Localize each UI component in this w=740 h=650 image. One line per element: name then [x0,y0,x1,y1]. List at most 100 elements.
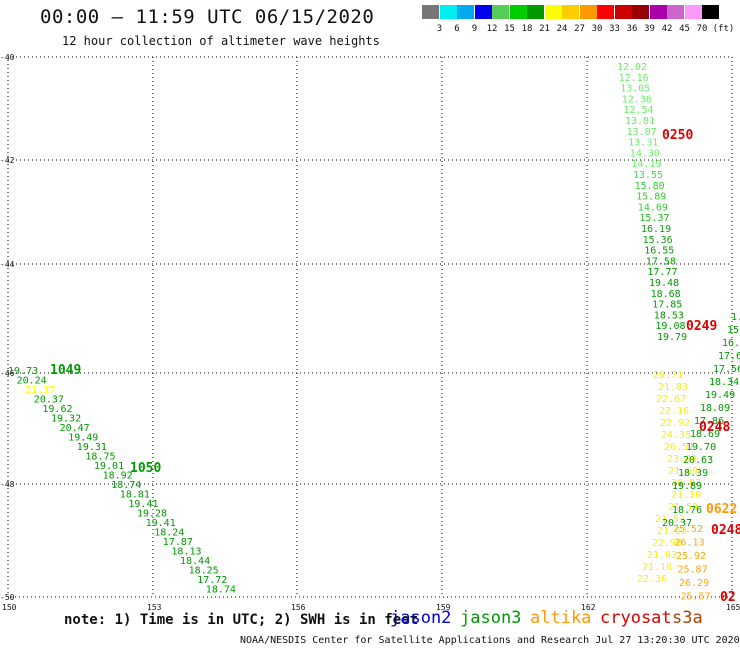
wave-value: 12.02 [617,62,647,73]
wave-value: 14.69 [638,202,668,213]
legend-swatch [632,5,649,19]
wave-value: 25.57 [681,592,711,603]
lon-label: 159 [436,603,451,612]
wave-value: 18.92 [103,471,133,482]
legend-label: 70 [696,24,708,34]
wave-value: 1. [731,312,740,323]
lat-label: -48 [0,480,15,489]
wave-value: 22.92 [660,418,690,429]
wave-value: 20.71 [653,370,683,381]
legend-swatch [614,5,632,19]
wave-value: 18.81 [120,490,150,501]
legend-s3a: s3a [672,608,703,628]
wave-value: 20.24 [17,376,47,387]
wave-value: 19.32 [51,414,81,425]
wave-value: 15.80 [635,181,665,192]
wave-value: 26.13 [675,538,705,549]
orbit-label: 0622 [706,502,737,517]
legend-label: 9 [471,24,478,34]
wave-value: 21.53 [657,526,687,537]
wave-value: 20.63 [683,455,713,466]
wave-value: 19.49 [68,433,98,444]
wave-value: 17.56 [713,364,740,375]
wave-value: 19.28 [137,509,167,520]
legend-label: 24 [556,24,568,34]
legend-label: 18 [521,24,533,34]
lat-label: -44 [0,260,15,269]
wave-value: 22.36 [637,574,667,585]
legend-swatch [649,5,667,19]
legend-label: 3 [436,24,443,34]
orbit-label: 02 [720,590,736,605]
legend-label: 6 [454,24,460,34]
wave-value: 18.25 [189,566,219,577]
wave-value: 19.01 [94,461,124,472]
wave-value: 18.34 [709,377,739,388]
legend-swatch [544,5,562,19]
credit-line: NOAA/NESDIS Center for Satellite Applica… [240,635,740,646]
wave-value: 15.36 [643,235,673,246]
wave-value: 16.55 [644,246,674,257]
wave-value: 21.69 [668,466,698,477]
legend-label: 36 [626,24,638,34]
wave-value: 18.74 [111,480,141,491]
wave-value: 20.83 [671,478,701,489]
wave-value: 14.19 [631,159,661,170]
map-frame [7,56,733,598]
legend-label: 42 [661,24,673,34]
legend-label: 27 [574,24,585,34]
orbit-label: 0250 [662,128,693,143]
wave-value: 18.68 [651,289,681,300]
wave-value: 19.89 [672,481,702,492]
wave-value: 24.35 [661,430,691,441]
lon-label: 156 [291,603,306,612]
legend-label: 15 [504,24,515,34]
wave-value: 18.69 [690,429,720,440]
chart-subtitle: 12 hour collection of altimeter wave hei… [62,34,380,48]
lat-label: -50 [0,593,15,602]
lon-label: 162 [581,603,596,612]
wave-value: 17.58 [646,256,676,267]
wave-value: 21.03 [647,550,677,561]
wave-value: 13.05 [620,84,650,95]
legend-unit: (ft) [712,24,735,34]
legend-label: 45 [679,24,690,34]
legend-label: 30 [591,24,603,34]
wave-value: 19.41 [128,499,158,510]
wave-value: 21.52 [655,514,685,525]
orbit-label: 0249 [686,319,717,334]
legend-swatch [439,5,457,19]
wave-value: 15.89 [636,192,666,203]
wave-value: 26.51 [664,442,694,453]
orbit-label: 1049 [50,363,81,378]
legend-swatch [702,5,719,19]
wave-value: 18.74 [206,585,236,596]
lat-label: -46 [0,369,15,378]
legend-label: 33 [609,24,620,34]
wave-value: 25.92 [676,551,706,562]
chart-title: 00:00 – 11:59 UTC 06/15/2020 [40,6,375,28]
wave-value: 17.6 [718,351,740,362]
footer-note: note: 1) Time is in UTC; 2) SWH is in fe… [64,612,419,628]
wave-value: 21.10 [642,562,672,573]
wave-value: 17.72 [197,575,227,586]
wave-value: 21.17 [25,385,55,396]
wave-value: 13.07 [627,127,657,138]
legend-swatch [667,5,684,19]
wave-value: 20.37 [662,518,692,529]
wave-value: 14.30 [630,148,660,159]
wave-value: 18.39 [678,468,708,479]
wave-value: 19.49 [705,390,735,401]
wave-value: 17.86 [694,416,724,427]
legend-jason2: jason2 [390,608,452,628]
legend-swatch [684,5,702,19]
wave-value: 26.29 [679,578,709,589]
wave-value: 21.83 [658,382,688,393]
legend-jason3: jason3 [460,608,522,628]
wave-value: 25.52 [673,524,703,535]
legend-cryosat: cryosat [600,608,672,628]
wave-value: 25.87 [678,565,708,576]
wave-value: 21.10 [671,490,701,501]
legend-swatch [562,5,579,19]
orbit-label: 0248 [711,523,740,538]
